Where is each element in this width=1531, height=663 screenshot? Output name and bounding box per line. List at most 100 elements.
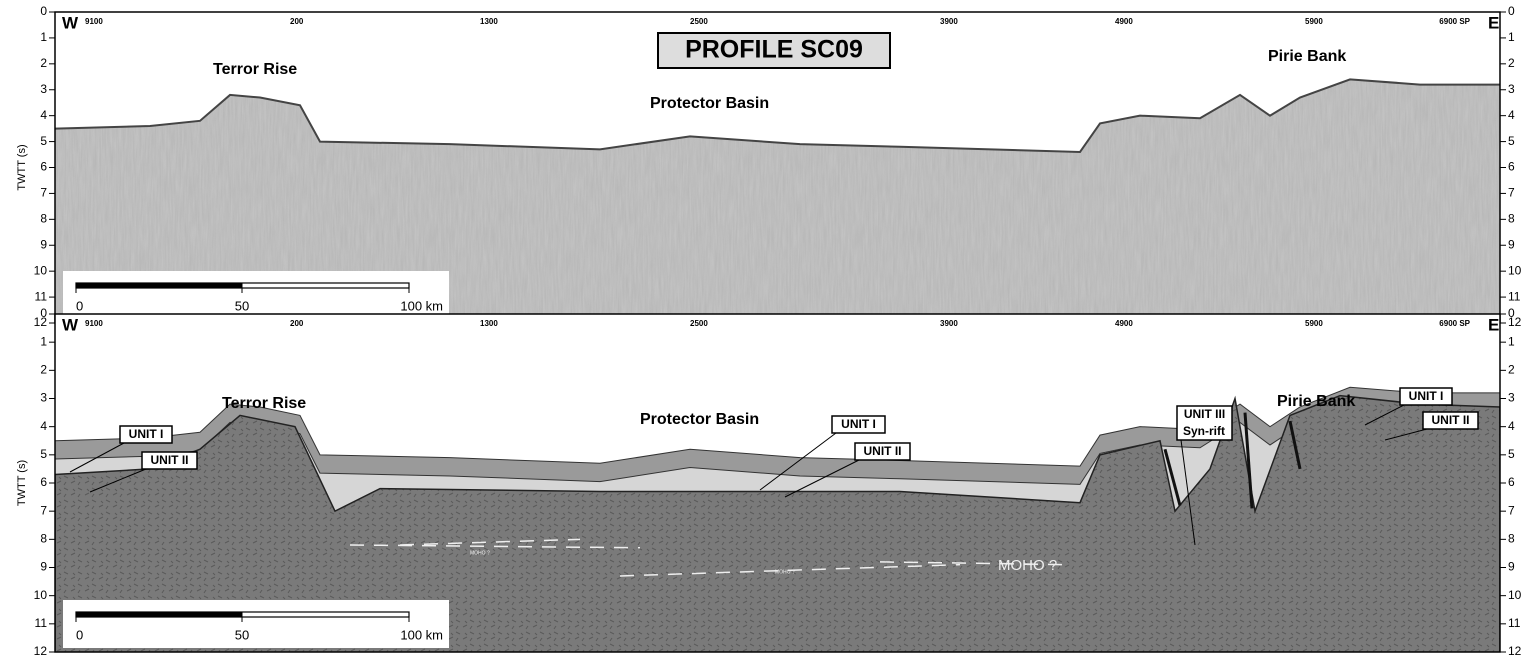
y-tick-label: 11	[1508, 616, 1521, 630]
title: PROFILE SC09	[685, 36, 863, 64]
y-tick-label: 3	[1508, 82, 1515, 96]
region-label: Protector Basin	[650, 95, 769, 112]
y-tick-label: 7	[40, 186, 47, 200]
unit-label: UNIT II	[864, 444, 902, 458]
y-tick-label: 4	[1508, 108, 1515, 122]
unit-label: UNIT III	[1184, 407, 1225, 421]
y-tick-label: 8	[1508, 532, 1515, 546]
scale-label: 100 km	[400, 627, 443, 642]
scale-label: 100 km	[400, 298, 443, 313]
y-tick-label: 1	[40, 334, 47, 348]
y-tick-label: 1	[40, 30, 47, 44]
moho-label: MOHO ?	[470, 550, 490, 556]
scale-box	[63, 600, 449, 648]
scale-label: 50	[235, 627, 249, 642]
y-tick-label: 12	[1508, 644, 1522, 658]
shot-point: 3900	[940, 319, 958, 328]
unit-label: UNIT II	[151, 453, 189, 467]
y-tick-label: 11	[1508, 289, 1521, 303]
region-label: Terror Rise	[213, 61, 297, 78]
y-tick-label: 8	[1508, 212, 1515, 226]
shot-point: 4900	[1115, 17, 1133, 26]
unit-label: UNIT I	[1409, 389, 1444, 403]
y-tick-label: 9	[1508, 237, 1515, 251]
y-tick-label: 5	[1508, 134, 1515, 148]
y-axis-label: TWTT (s)	[16, 460, 28, 506]
region-label: Protector Basin	[640, 411, 759, 428]
y-tick-label: 6	[40, 475, 47, 489]
y-tick-label: 7	[1508, 503, 1515, 517]
scale-bar	[76, 612, 242, 617]
y-tick-label: 3	[40, 82, 47, 96]
west-label: W	[62, 13, 79, 32]
shot-point: 6900 SP	[1439, 17, 1470, 26]
east-label: E	[1488, 315, 1499, 334]
y-tick-label: 8	[40, 532, 47, 546]
y-tick-label: 10	[34, 588, 48, 602]
moho-label: MOHO ?	[775, 569, 795, 575]
scale-label: 0	[76, 627, 83, 642]
y-tick-label: 6	[1508, 475, 1515, 489]
scale-label: 50	[235, 298, 249, 313]
moho-label: MOHO ?	[998, 557, 1057, 574]
y-tick-label: 1	[1508, 30, 1515, 44]
y-tick-label: 5	[40, 134, 47, 148]
y-tick-label: 11	[35, 616, 48, 630]
y-tick-label: 10	[1508, 588, 1522, 602]
shot-point: 200	[290, 17, 304, 26]
y-tick-label: 2	[1508, 56, 1515, 70]
y-tick-label: 3	[1508, 391, 1515, 405]
shot-point: 5900	[1305, 319, 1323, 328]
shot-point: 1300	[480, 319, 498, 328]
y-tick-label: 9	[40, 560, 47, 574]
shot-point: 6900 SP	[1439, 319, 1470, 328]
shot-point: 200	[290, 319, 304, 328]
y-tick-label: 6	[1508, 160, 1515, 174]
region-label: Terror Rise	[222, 395, 306, 412]
y-tick-label: 4	[40, 419, 47, 433]
y-tick-label: 10	[1508, 263, 1522, 277]
y-tick-label: 1	[1508, 334, 1515, 348]
scale-label: 0	[76, 298, 83, 313]
y-tick-label: 4	[40, 108, 47, 122]
scale-box	[63, 271, 449, 319]
shot-point: 2500	[690, 319, 708, 328]
east-label: E	[1488, 13, 1499, 32]
y-tick-label: 0	[40, 4, 47, 18]
y-tick-label: 5	[40, 447, 47, 461]
shot-point: 4900	[1115, 319, 1133, 328]
y-tick-label: 0	[1508, 4, 1515, 18]
y-tick-label: 11	[35, 289, 48, 303]
unit-label: UNIT I	[841, 417, 876, 431]
region-label: Pirie Bank	[1277, 393, 1355, 410]
shot-point: 3900	[940, 17, 958, 26]
y-tick-label: 2	[40, 363, 47, 377]
y-tick-label: 9	[40, 237, 47, 251]
y-tick-label: 8	[40, 212, 47, 226]
y-tick-label: 6	[40, 160, 47, 174]
figure: 00112233445566778899101011111212TWTT (s)…	[0, 0, 1531, 663]
y-tick-label: 7	[40, 503, 47, 517]
unit-label: UNIT II	[1432, 413, 1470, 427]
shot-point: 9100	[85, 17, 103, 26]
y-tick-label: 5	[1508, 447, 1515, 461]
region-label: Pirie Bank	[1268, 48, 1346, 65]
y-tick-label: 0	[1508, 306, 1515, 320]
unit-label: UNIT I	[129, 427, 164, 441]
y-tick-label: 7	[1508, 186, 1515, 200]
shot-point: 1300	[480, 17, 498, 26]
shot-point: 5900	[1305, 17, 1323, 26]
shot-point: 2500	[690, 17, 708, 26]
y-tick-label: 10	[34, 263, 48, 277]
scale-bar	[76, 283, 242, 288]
y-tick-label: 2	[1508, 363, 1515, 377]
y-tick-label: 0	[40, 306, 47, 320]
y-tick-label: 12	[34, 644, 48, 658]
y-tick-label: 4	[1508, 419, 1515, 433]
y-tick-label: 2	[40, 56, 47, 70]
y-axis-label: TWTT (s)	[16, 144, 28, 190]
y-tick-label: 3	[40, 391, 47, 405]
unit-label: Syn-rift	[1183, 424, 1225, 438]
west-label: W	[62, 315, 79, 334]
y-tick-label: 9	[1508, 560, 1515, 574]
